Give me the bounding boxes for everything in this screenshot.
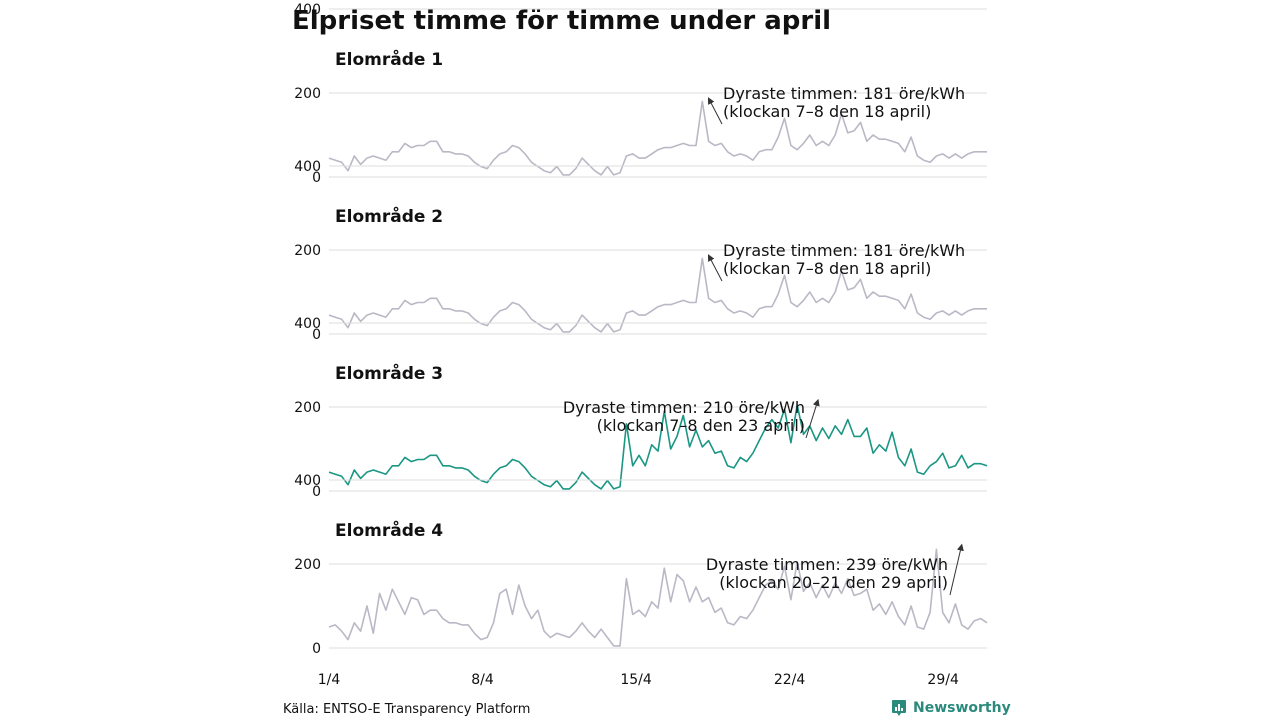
- y-tick-label-0-panel-3: 0: [312, 484, 321, 500]
- y-tick-label-400-panel-3: 400: [294, 316, 321, 332]
- panel-title-elomrade-4: Elområde 4: [335, 521, 444, 541]
- panel-title-elomrade-3: Elområde 3: [335, 364, 444, 384]
- panel-title-elomrade-1: Elområde 1: [335, 50, 444, 70]
- peak-label-panel-2: Dyraste timmen: 181 öre/kWh: [723, 241, 965, 260]
- x-tick-label-29/4: 29/4: [927, 672, 959, 688]
- y-tick-label-400-panel-2: 400: [294, 159, 321, 175]
- peak-sublabel-panel-1: (klockan 7–8 den 18 april): [723, 102, 931, 121]
- brand-name: Newsworthy: [913, 700, 1011, 716]
- peak-sublabel-panel-3: (klockan 7–8 den 23 april): [597, 416, 805, 435]
- peak-sublabel-panel-2: (klockan 7–8 den 18 april): [723, 259, 931, 278]
- x-tick-label-22/4: 22/4: [774, 672, 806, 688]
- peak-arrow-panel-2: [707, 254, 723, 282]
- y-tick-label-0-panel-1: 0: [312, 170, 321, 186]
- price-line-panel-3: [328, 404, 988, 490]
- peak-arrow-panel-4: [949, 543, 964, 596]
- chart-title: Elpriset timme för timme under april: [292, 6, 832, 36]
- peak-arrow-panel-1: [707, 97, 723, 125]
- y-tick-label-200-panel-2: 200: [294, 243, 321, 259]
- y-tick-label-200-panel-1: 200: [294, 86, 321, 102]
- price-line-panel-1: [328, 100, 987, 176]
- x-tick-label-15/4: 15/4: [620, 672, 652, 688]
- peak-label-panel-3: Dyraste timmen: 210 öre/kWh: [563, 398, 805, 417]
- y-tick-label-400-panel-1: 400: [294, 2, 321, 18]
- y-tick-label-200-panel-3: 200: [294, 400, 321, 416]
- peak-arrow-panel-3: [805, 398, 820, 439]
- price-line-panel-2: [328, 257, 987, 333]
- x-tick-label-8/4: 8/4: [471, 672, 494, 688]
- source-note: Källa: ENTSO-E Transparency Platform: [283, 702, 531, 717]
- newsworthy-brand[interactable]: Newsworthy: [891, 699, 1011, 717]
- y-tick-label-0-panel-2: 0: [312, 327, 321, 343]
- peak-label-panel-1: Dyraste timmen: 181 öre/kWh: [723, 84, 965, 103]
- y-tick-label-200-panel-4: 200: [294, 557, 321, 573]
- y-tick-label-400-panel-4: 400: [294, 473, 321, 489]
- price-line-panel-4: [328, 548, 988, 647]
- panel-title-elomrade-2: Elområde 2: [335, 207, 444, 227]
- peak-sublabel-panel-4: (klockan 20–21 den 29 april): [719, 573, 948, 592]
- newsworthy-logo-icon: [892, 700, 906, 716]
- peak-label-panel-4: Dyraste timmen: 239 öre/kWh: [706, 555, 948, 574]
- y-tick-label-0-panel-4: 0: [312, 641, 321, 657]
- x-tick-label-1/4: 1/4: [318, 672, 341, 688]
